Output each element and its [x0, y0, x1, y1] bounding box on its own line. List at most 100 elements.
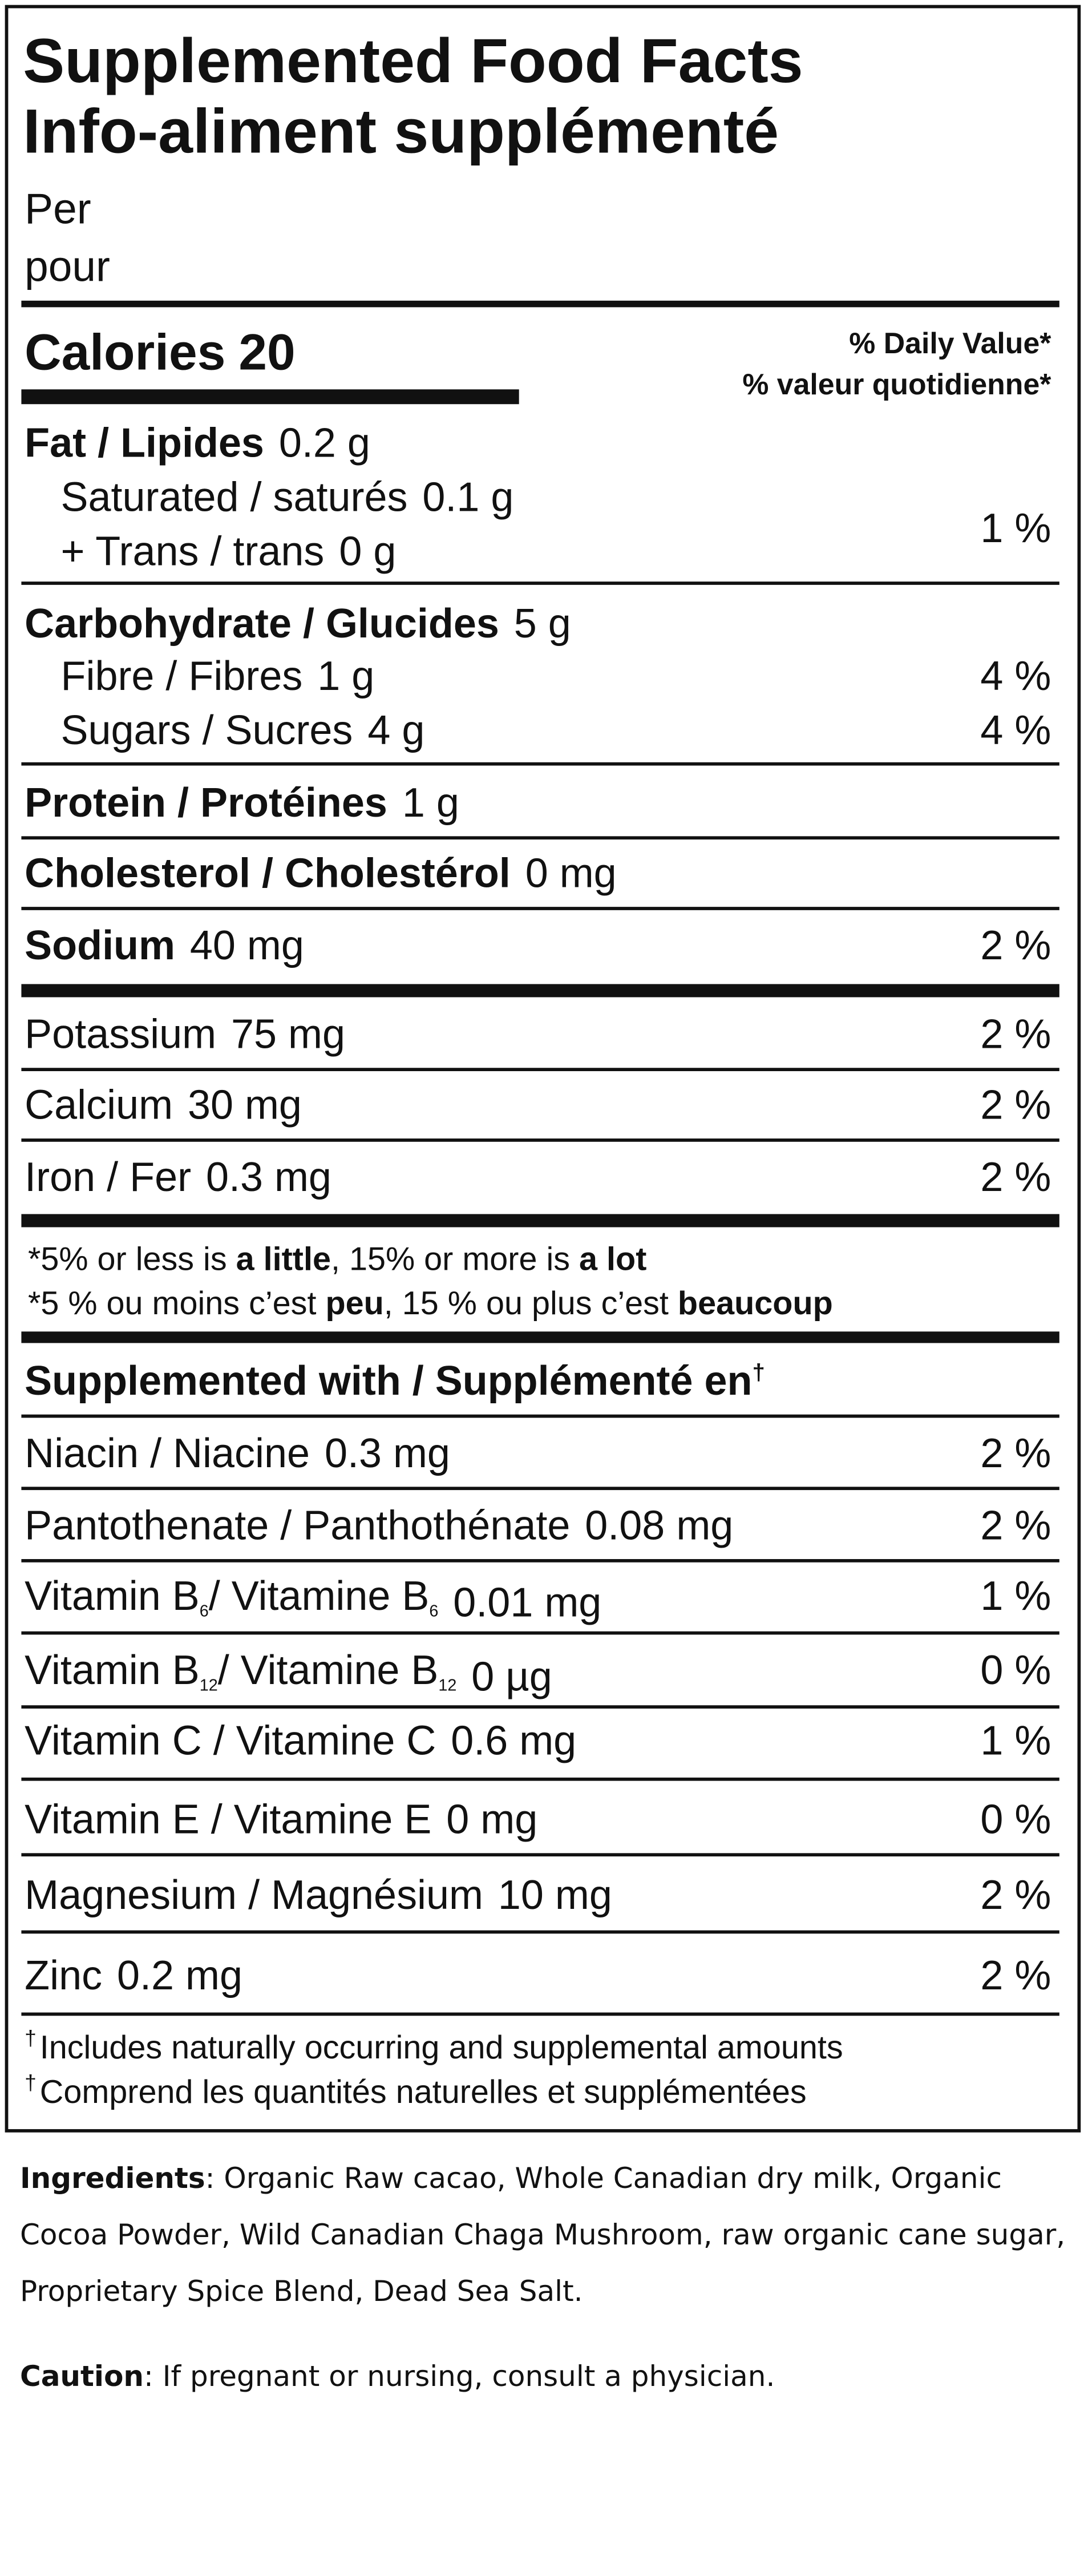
text-segment: 12 — [200, 1676, 218, 1694]
ingredients-text: : Organic Raw cacao, Whole Canadian dry … — [20, 2162, 1066, 2308]
supplement-row: Vitamin C / Vitamine C 0.6 mg — [25, 1718, 576, 1764]
daily-value: 2 % — [980, 1012, 1051, 1057]
nutrient-amount: 0 g — [339, 528, 396, 574]
text-segment: Vitamin B — [25, 1648, 200, 1693]
supplement-amount: 0.6 mg — [451, 1718, 576, 1764]
calories-bar — [21, 389, 519, 405]
calories-value: 20 — [238, 324, 295, 381]
ingredients-label: Ingredients — [20, 2162, 205, 2195]
text-bold: peu — [325, 1285, 383, 1322]
nutrient-row: Sodium 40 mg — [25, 923, 304, 968]
nutrient-amount: 0.1 g — [422, 474, 513, 520]
nutrient-label: Potassium — [25, 1012, 216, 1057]
nutrient-row: + Trans / trans 0 g — [61, 528, 397, 574]
text-segment: , 15% or more is — [331, 1241, 579, 1277]
calories-label: Calories — [25, 324, 225, 381]
supplement-row: Zinc 0.2 mg — [25, 1953, 242, 1998]
nutrient-amount: 5 g — [514, 601, 571, 647]
daily-value: 2 % — [980, 1953, 1051, 1998]
nutrient-row: Protein / Protéines 1 g — [25, 780, 459, 826]
text-segment: Includes naturally occurring and supplem… — [40, 2029, 843, 2066]
supplement-amount: 0 µg — [471, 1654, 552, 1699]
supplement-row: Niacin / Niacine 0.3 mg — [25, 1431, 450, 1476]
text-bold: beaucoup — [678, 1285, 833, 1322]
footnote: *5 % ou moins c’est peu, 15 % ou plus c’… — [28, 1285, 833, 1322]
daily-value: 4 % — [980, 653, 1051, 699]
text-segment: Niacin / Niacine — [25, 1431, 310, 1476]
daily-value: 0 % — [980, 1648, 1051, 1693]
supplement-row: Vitamin E / Vitamine E 0 mg — [25, 1797, 537, 1843]
nutrient-amount: 1 g — [402, 780, 459, 826]
nutrient-amount: 0 mg — [525, 851, 617, 897]
caution-text: : If pregnant or nursing, consult a phys… — [144, 2360, 775, 2393]
text-bold: a little — [236, 1241, 331, 1277]
text-segment: 12 — [438, 1676, 456, 1694]
text-segment: Supplemented with / Supplémenté en — [25, 1358, 752, 1404]
supplement-amount: 0 mg — [446, 1797, 537, 1843]
nutrient-amount: 0.2 g — [279, 420, 370, 466]
nutrient-label: Protein / Protéines — [25, 780, 387, 826]
text-segment: / Vitamine B — [218, 1648, 439, 1693]
caution: Caution: If pregnant or nursing, consult… — [20, 2348, 1070, 2405]
nutrient-amount: 30 mg — [188, 1082, 302, 1128]
nutrient-amount: 40 mg — [190, 923, 304, 968]
rule — [21, 300, 1059, 308]
rule — [21, 1853, 1059, 1857]
serving-per: Per — [25, 185, 91, 233]
footnote: *5% or less is a little, 15% or more is … — [28, 1241, 646, 1277]
rule — [21, 582, 1059, 585]
rule — [21, 836, 1059, 840]
text-segment: Comprend les quantités naturelles et sup… — [40, 2074, 807, 2110]
serving-pour: pour — [25, 242, 110, 290]
rule — [21, 1930, 1059, 1934]
caution-label: Caution — [20, 2360, 144, 2393]
calories: Calories 20 — [25, 324, 295, 381]
text-segment: Vitamin B — [25, 1573, 200, 1619]
daily-value: 1 % — [980, 506, 1051, 551]
title-en: Supplemented Food Facts — [23, 26, 803, 96]
rule — [21, 1138, 1059, 1142]
daily-value: 1 % — [980, 1573, 1051, 1619]
text-bold: a lot — [579, 1241, 646, 1277]
nutrient-amount: 75 mg — [231, 1012, 345, 1057]
nutrient-amount: 4 g — [367, 708, 424, 753]
text-segment: *5 % ou moins c’est — [28, 1285, 326, 1322]
daily-value: 2 % — [980, 1503, 1051, 1548]
nutrient-row: Carbohydrate / Glucides 5 g — [25, 601, 571, 647]
rule — [21, 984, 1059, 998]
nutrient-label: + Trans / trans — [61, 528, 325, 574]
daily-value-en: % Daily Value* — [849, 326, 1051, 360]
rule — [21, 2012, 1059, 2016]
supplement-amount: 0.01 mg — [453, 1580, 601, 1626]
rule — [21, 1487, 1059, 1491]
nutrient-label: Sodium — [25, 923, 175, 968]
text-segment: Magnesium / Magnésium — [25, 1872, 483, 1918]
rule — [21, 1705, 1059, 1709]
supplement-row: Vitamin B6/ Vitamine B6 0.01 mg — [25, 1573, 601, 1626]
nutrient-row: Cholesterol / Cholestérol 0 mg — [25, 851, 616, 897]
title-fr: Info-aliment supplémenté — [23, 97, 779, 167]
daily-value: 2 % — [980, 1082, 1051, 1128]
nutrient-amount: 0.3 mg — [206, 1154, 331, 1200]
ingredients: Ingredients: Organic Raw cacao, Whole Ca… — [20, 2150, 1070, 2320]
rule — [21, 1331, 1059, 1343]
supplement-amount: 10 mg — [498, 1872, 612, 1918]
nutrient-row: Saturated / saturés 0.1 g — [61, 474, 514, 520]
nutrient-label: Carbohydrate / Glucides — [25, 601, 499, 647]
text-segment: † — [25, 2070, 37, 2094]
text-segment: , 15 % ou plus c’est — [384, 1285, 678, 1322]
rule — [21, 1777, 1059, 1781]
supplement-row: Magnesium / Magnésium 10 mg — [25, 1872, 612, 1918]
nutrient-label: Cholesterol / Cholestérol — [25, 851, 511, 897]
nutrient-label: Sugars / Sucres — [61, 708, 353, 753]
supplement-note: † Includes naturally occurring and supple… — [25, 2026, 843, 2066]
daily-value: 2 % — [980, 1154, 1051, 1200]
label-border — [5, 5, 1081, 2133]
supplemented-heading: Supplemented with / Supplémenté en† — [25, 1358, 765, 1404]
rule — [21, 1631, 1059, 1635]
nutrient-label: Calcium — [25, 1082, 173, 1128]
supplement-amount: 0.08 mg — [585, 1503, 733, 1548]
daily-value-fr: % valeur quotidienne* — [742, 368, 1051, 401]
